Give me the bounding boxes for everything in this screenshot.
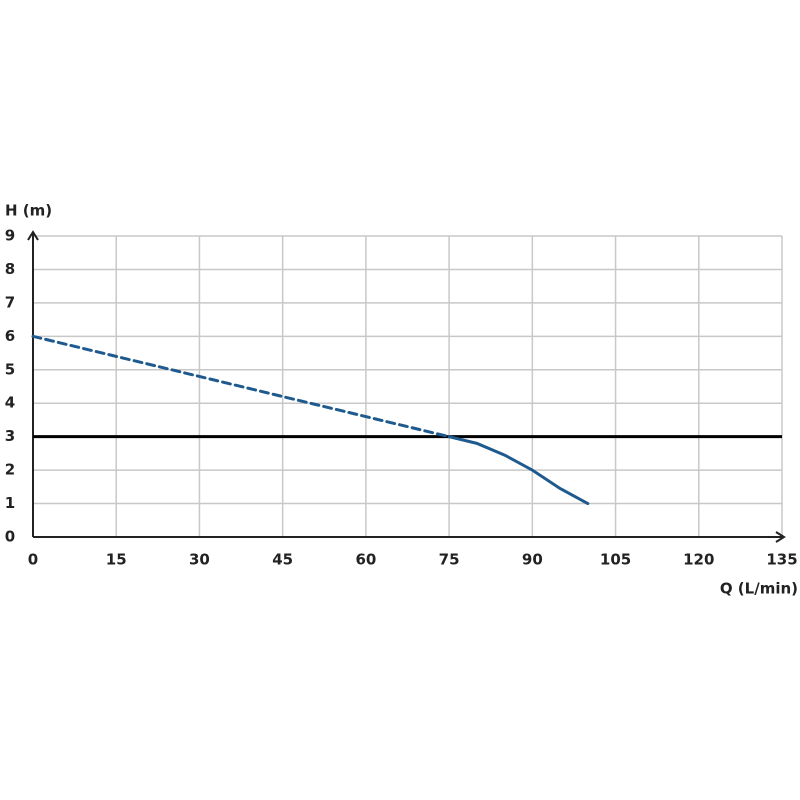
- pump-curve: [31, 334, 451, 439]
- x-axis-title: Q (L/min): [720, 580, 798, 598]
- x-tick-label: 45: [272, 551, 293, 569]
- x-tick-label: 60: [355, 551, 376, 569]
- x-tick-label: 90: [522, 551, 543, 569]
- x-axis-arrow: [775, 531, 786, 543]
- y-tick-label: 4: [5, 394, 15, 412]
- x-tick-label: 0: [28, 551, 38, 569]
- x-tick-label: 135: [766, 551, 797, 569]
- y-axis-title: H (m): [5, 202, 52, 220]
- y-tick-label: 5: [5, 360, 15, 378]
- x-tick-label: 15: [106, 551, 127, 569]
- y-tick-label: 2: [5, 461, 15, 479]
- y-axis-arrow: [27, 230, 39, 241]
- y-tick-label: 1: [5, 494, 15, 512]
- y-tick-label: 3: [5, 427, 15, 445]
- y-tick-label: 9: [5, 227, 15, 245]
- y-tick-label: 8: [5, 260, 15, 278]
- y-tick-label: 6: [5, 327, 15, 345]
- y-tick-label: 7: [5, 293, 15, 311]
- x-tick-label: 30: [189, 551, 210, 569]
- y-tick-label: 0: [5, 528, 15, 546]
- x-tick-label: 75: [439, 551, 460, 569]
- x-tick-label: 105: [600, 551, 631, 569]
- x-tick-label: 120: [683, 551, 714, 569]
- pump-curve: [447, 435, 590, 506]
